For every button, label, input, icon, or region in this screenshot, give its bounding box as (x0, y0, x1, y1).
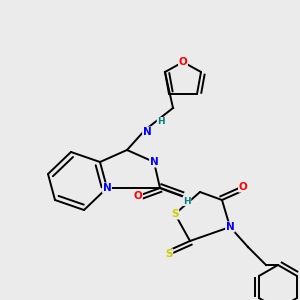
Text: S: S (171, 209, 179, 219)
Text: N: N (150, 157, 158, 167)
Text: N: N (226, 222, 234, 232)
Text: S: S (165, 249, 173, 259)
Text: H: H (183, 196, 191, 206)
Text: N: N (103, 183, 111, 193)
Text: O: O (134, 191, 142, 201)
Text: N: N (142, 127, 152, 137)
Text: O: O (178, 57, 188, 67)
Text: O: O (238, 182, 247, 192)
Text: H: H (157, 118, 165, 127)
